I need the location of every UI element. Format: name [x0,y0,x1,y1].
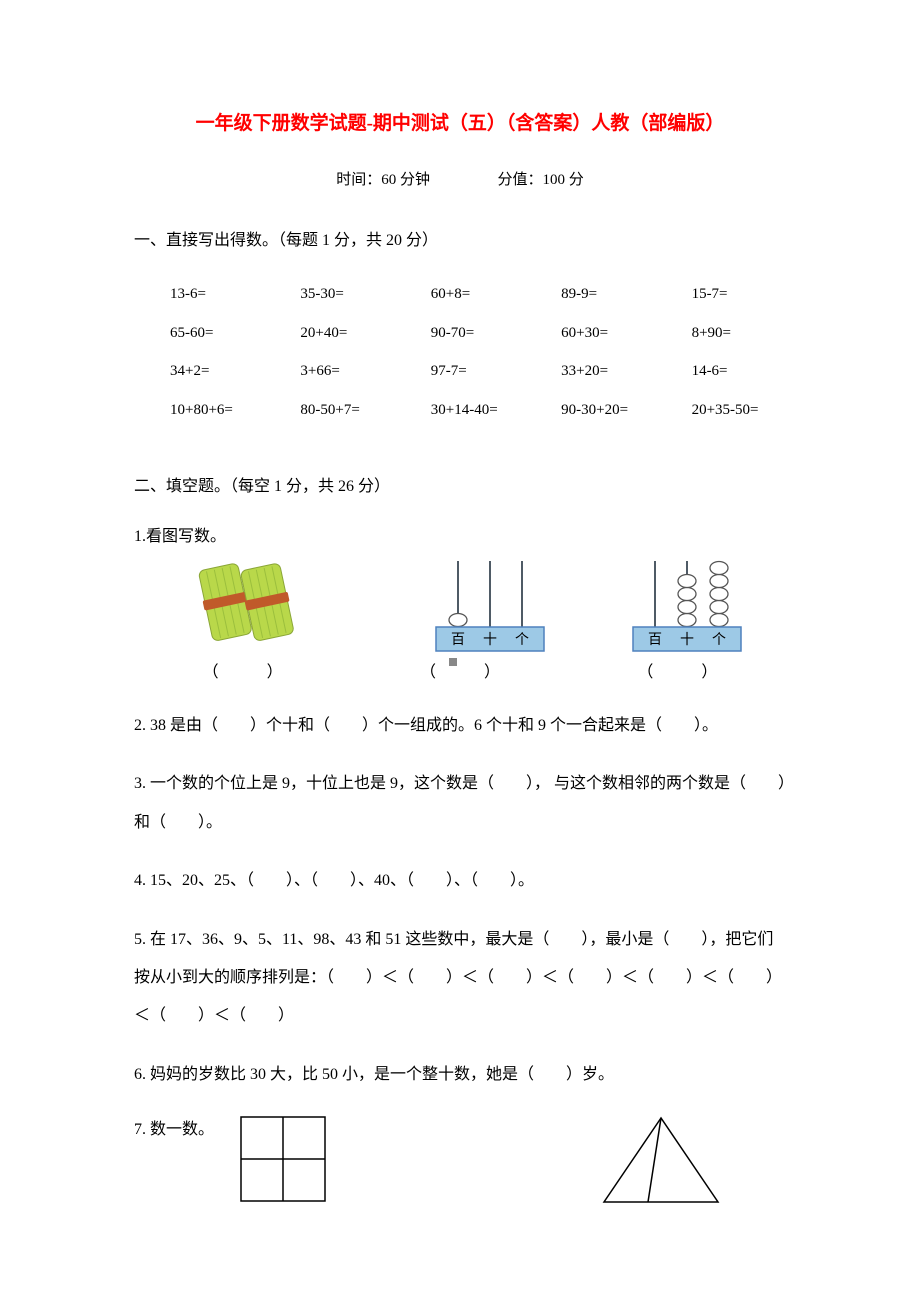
table-row: 10+80+6=80-50+7=30+14-40=90-30+20=20+35-… [170,391,822,430]
q3: 3. 一个数的个位上是 9，十位上也是 9，这个数是（ ）， 与这个数相邻的两个… [134,765,786,842]
arith-cell: 35-30= [300,275,430,314]
q6: 6. 妈妈的岁数比 30 大，比 50 小，是一个整十数，她是（ ）岁。 [134,1056,786,1094]
arith-cell: 33+20= [561,352,691,391]
triangle-icon [596,1114,726,1206]
q7-label: 7. 数一数。 [134,1114,214,1142]
arith-cell: 80-50+7= [300,391,430,430]
grid-2x2-icon [238,1114,328,1204]
arith-cell: 14-6= [692,352,822,391]
section2-heading: 二、填空题。（每空 1 分，共 26 分） [134,475,786,499]
table-row: 13-6=35-30=60+8=89-9=15-7= [170,275,822,314]
arith-cell: 3+66= [300,352,430,391]
figure-abacus1: 百十个 [391,557,588,655]
center-dot-icon [448,650,458,674]
triangle-figure [596,1114,726,1214]
q1-blank-2: （ ） [351,661,568,685]
q1-blank-3: （ ） [569,661,786,685]
sticks-icon [194,557,304,647]
arith-cell: 65-60= [170,314,300,353]
arith-cell: 89-9= [561,275,691,314]
svg-text:百: 百 [648,632,662,648]
arith-cell: 13-6= [170,275,300,314]
figure-abacus2: 百十个 [589,557,786,655]
arith-cell: 90-70= [431,314,561,353]
svg-text:个: 个 [515,632,529,648]
arith-cell: 60+30= [561,314,691,353]
arith-cell: 97-7= [431,352,561,391]
q1-figures-row: 百十个 百十个 [134,557,786,655]
grid-2x2-figure [238,1114,328,1212]
svg-text:百: 百 [451,632,465,648]
figure-sticks [134,557,391,647]
q1-blank-1: （ ） [134,661,351,685]
score-label: 分值：100 分 [498,172,584,188]
table-row: 65-60=20+40=90-70=60+30=8+90= [170,314,822,353]
meta-line: 时间：60 分钟 分值：100 分 [134,169,786,192]
time-label: 时间：60 分钟 [336,172,430,188]
svg-text:个: 个 [712,632,726,648]
arith-cell: 60+8= [431,275,561,314]
arith-cell: 8+90= [692,314,822,353]
section1-heading: 一、直接写出得数。（每题 1 分，共 20 分） [134,229,786,253]
arith-cell: 15-7= [692,275,822,314]
arith-cell: 20+35-50= [692,391,822,430]
q7-row: 7. 数一数。 [134,1114,786,1214]
q2: 2. 38 是由（ ）个十和（ ）个一组成的。6 个十和 9 个一合起来是（ ）… [134,707,786,745]
meta-spacer [434,172,494,188]
svg-text:十: 十 [680,632,694,648]
arith-cell: 34+2= [170,352,300,391]
q4: 4. 15、20、25、（ ）、（ ）、40、（ ）、（ ）。 [134,862,786,900]
arith-cell: 30+14-40= [431,391,561,430]
abacus1-icon: 百十个 [430,557,550,655]
q1-blank-row: （ ） （ ） （ ） [134,661,786,685]
page-title: 一年级下册数学试题-期中测试（五）（含答案）人教（部编版） [134,110,786,139]
q5: 5. 在 17、36、9、5、11、98、43 和 51 这些数中，最大是（ ）… [134,921,786,1036]
arith-cell: 10+80+6= [170,391,300,430]
arith-cell: 20+40= [300,314,430,353]
q1-label: 1.看图写数。 [134,521,786,553]
table-row: 34+2=3+66=97-7=33+20=14-6= [170,352,822,391]
arith-cell: 90-30+20= [561,391,691,430]
abacus2-icon: 百十个 [627,557,747,655]
svg-text:十: 十 [483,632,497,648]
arithmetic-table: 13-6=35-30=60+8=89-9=15-7=65-60=20+40=90… [170,275,822,429]
